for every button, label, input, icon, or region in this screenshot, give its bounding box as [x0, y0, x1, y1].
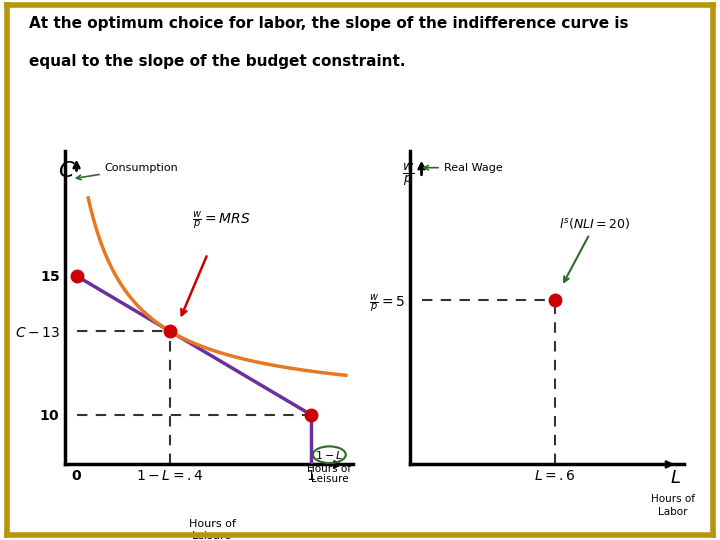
- Text: equal to the slope of the budget constraint.: equal to the slope of the budget constra…: [29, 54, 405, 69]
- Text: $C$: $C$: [58, 160, 76, 180]
- Text: $l^s(NLI = 20)$: $l^s(NLI = 20)$: [559, 216, 631, 282]
- Text: Hours of: Hours of: [651, 494, 695, 504]
- Text: $\frac{w}{p} = MRS$: $\frac{w}{p} = MRS$: [192, 210, 251, 232]
- Text: Hours of: Hours of: [307, 464, 351, 474]
- Text: $1-L$: $1-L$: [315, 449, 343, 461]
- Text: Hours of
Leisure: Hours of Leisure: [189, 519, 236, 540]
- Text: Real Wage: Real Wage: [424, 163, 503, 173]
- Text: $\frac{w}{p}$: $\frac{w}{p}$: [402, 161, 414, 188]
- Text: Consumption: Consumption: [76, 163, 179, 180]
- Text: $L$: $L$: [670, 469, 680, 487]
- Text: At the optimum choice for labor, the slope of the indifference curve is: At the optimum choice for labor, the slo…: [29, 16, 629, 31]
- Text: Labor: Labor: [658, 507, 688, 517]
- Text: Leisure: Leisure: [310, 474, 348, 484]
